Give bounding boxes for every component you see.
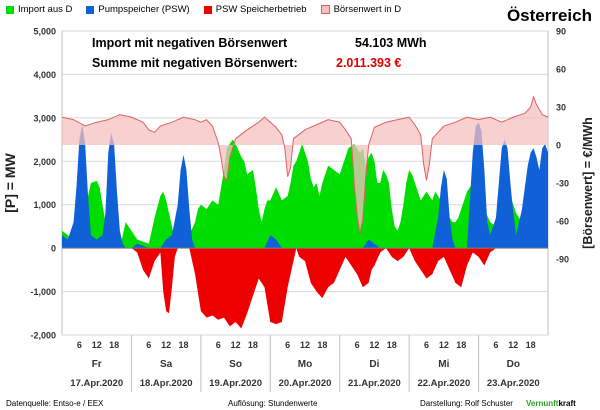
x-hour-tick-label: 6 [77, 340, 82, 350]
series-area-psw-storage [62, 248, 548, 329]
x-hour-tick-label: 12 [161, 340, 171, 350]
y-tick-label: -1,000 [30, 287, 56, 297]
x-hour-tick-label: 12 [508, 340, 518, 350]
x-hour-tick-label: 6 [146, 340, 151, 350]
y-tick-label: 2,000 [33, 157, 56, 167]
legend-label-psw: Pumpspeicher (PSW) [98, 4, 190, 15]
x-hour-tick-label: 12 [92, 340, 102, 350]
annotation-import-label: Import mit negativen Börsenwert [92, 36, 288, 50]
legend-item-price: Börsenwert in D [320, 4, 402, 15]
x-date-label: 19.Apr.2020 [209, 378, 262, 389]
legend-item-import: Import aus D [6, 4, 72, 15]
footer-brand-part1: Vernunft [526, 399, 559, 408]
y-tick-label: 5,000 [33, 27, 56, 37]
legend-swatch-price [320, 5, 330, 14]
country-title: Österreich [506, 6, 592, 25]
legend-label-import: Import aus D [18, 4, 73, 15]
legend-swatch-psw [86, 5, 95, 14]
legend-label-storage: PSW Speicherbetrieb [215, 4, 307, 15]
x-hour-tick-label: 6 [493, 340, 498, 350]
annotation-sum-value: 2.011.393 € [336, 56, 402, 70]
y-tick-label: 1,000 [33, 200, 56, 210]
legend-item-storage: PSW Speicherbetrieb [203, 4, 307, 15]
y-tick-label: 0 [51, 244, 56, 254]
x-date-label: 22.Apr.2020 [417, 378, 470, 389]
y2-tick-label: 90 [556, 27, 566, 37]
x-day-label: Di [369, 359, 379, 370]
series-area-psw [62, 122, 548, 249]
x-hour-tick-label: 18 [387, 340, 397, 350]
legend-swatch-storage [203, 5, 212, 14]
y2-tick-label: 0 [556, 141, 561, 151]
x-date-label: 23.Apr.2020 [487, 378, 540, 389]
x-hour-tick-label: 6 [285, 340, 290, 350]
x-hour-tick-label: 18 [178, 340, 188, 350]
series-area-import [62, 139, 548, 249]
x-hour-tick-label: 6 [216, 340, 221, 350]
x-day-label: Do [507, 359, 520, 370]
x-day-label: Mi [438, 359, 449, 370]
y-tick-label: 4,000 [33, 70, 56, 80]
footer-brand: Vernunftkraft [526, 399, 576, 408]
legend-item-psw: Pumpspeicher (PSW) [86, 4, 190, 15]
footer-brand-part2: kraft [558, 399, 576, 408]
y2-tick-label: -30 [556, 179, 569, 189]
y2-axis-title: [Börsenwert] = €/MWh [581, 117, 595, 249]
footer-source: Datenquelle: Entso-e / EEX [6, 399, 104, 408]
x-hour-tick-label: 18 [109, 340, 119, 350]
x-day-label: Fr [92, 359, 102, 370]
x-hour-tick-label: 12 [231, 340, 241, 350]
y-axis-title: [P] = MW [2, 152, 18, 212]
x-hour-tick-label: 18 [317, 340, 327, 350]
x-date-label: 17.Apr.2020 [70, 378, 123, 389]
y2-tick-label: -60 [556, 217, 569, 227]
y2-tick-label: 60 [556, 65, 566, 75]
annotation-sum-label: Summe mit negativen Börsenwert: [92, 56, 298, 70]
series-area-price [62, 96, 548, 234]
x-date-label: 18.Apr.2020 [140, 378, 193, 389]
x-hour-tick-label: 12 [300, 340, 310, 350]
x-hour-tick-label: 6 [355, 340, 360, 350]
series-line-price [61, 95, 549, 234]
footer-author: Darstellung: Rolf Schuster [420, 399, 513, 408]
y-tick-label: -2,000 [30, 331, 56, 341]
x-date-label: 21.Apr.2020 [348, 378, 401, 389]
legend-swatch-import [6, 5, 14, 14]
y2-tick-label: -90 [556, 255, 569, 265]
x-hour-tick-label: 12 [369, 340, 379, 350]
chart-legend: Import aus D Pumpspeicher (PSW) PSW Spei… [6, 4, 401, 15]
x-hour-tick-label: 18 [456, 340, 466, 350]
x-hour-tick-label: 18 [248, 340, 258, 350]
y-tick-label: 3,000 [33, 113, 56, 123]
x-day-label: So [229, 359, 242, 370]
x-hour-tick-label: 6 [424, 340, 429, 350]
y2-tick-label: 30 [556, 103, 566, 113]
footer-resolution: Auflösung: Stundenwerte [228, 399, 318, 408]
annotation-import-value: 54.103 MWh [355, 36, 427, 50]
x-hour-tick-label: 18 [526, 340, 536, 350]
x-date-label: 20.Apr.2020 [279, 378, 332, 389]
x-day-label: Mo [298, 359, 312, 370]
x-hour-tick-label: 12 [439, 340, 449, 350]
legend-label-price: Börsenwert in D [333, 4, 402, 15]
x-day-label: Sa [160, 359, 173, 370]
